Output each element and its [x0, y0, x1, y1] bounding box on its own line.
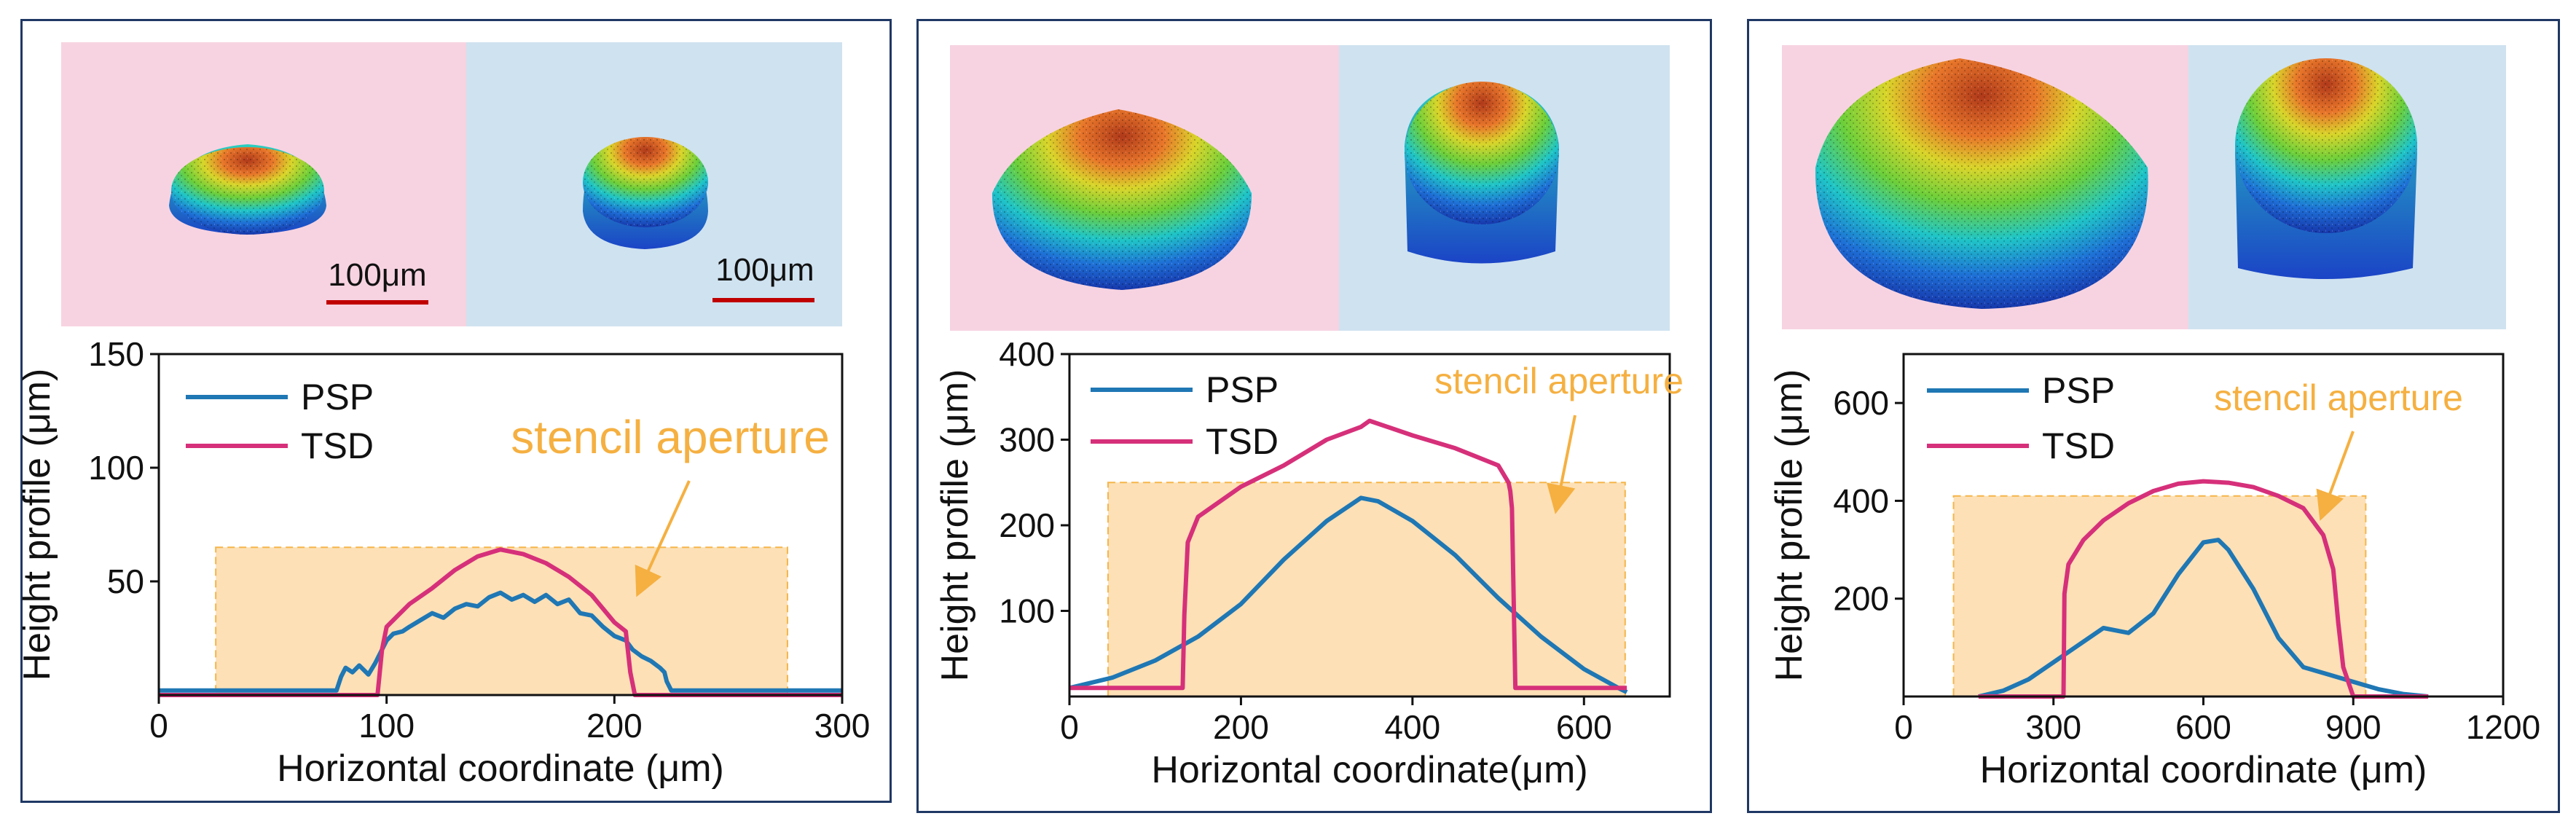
series-line-psp	[159, 590, 842, 693]
series-line-tsd	[1069, 418, 1627, 691]
y-tick-label: 200	[999, 506, 1055, 544]
series-line-tsd	[1978, 479, 2429, 699]
x-tick-label: 1200	[2466, 708, 2540, 746]
x-tick-label: 600	[2175, 708, 2231, 746]
stencil-aperture-region	[215, 546, 788, 696]
y-tick-label: 50	[107, 562, 144, 600]
x-tick-label: 300	[814, 707, 871, 745]
psp-3d-profile-image	[169, 144, 326, 235]
y-tick-label: 200	[1833, 580, 1889, 618]
x-tick-label: 200	[586, 707, 643, 745]
legend-label-psp: PSP	[301, 377, 374, 417]
scale-bar-tsd: 100μm	[712, 252, 814, 302]
panel-c-images	[1782, 45, 2506, 329]
scale-bar-psp: 100μm	[326, 257, 428, 305]
y-tick-label: 400	[1833, 482, 1889, 519]
annotation-stencil-aperture: stencil aperture	[2214, 377, 2463, 418]
x-tick-label: 100	[358, 707, 415, 745]
legend-label-tsd: TSD	[1206, 421, 1279, 462]
tsd-3d-profile-image	[2235, 58, 2417, 279]
series-line-tsd	[159, 547, 842, 697]
stencil-aperture-region	[1107, 482, 1626, 697]
x-axis-label: Horizontal coordinate (μm)	[277, 747, 724, 790]
x-tick-label: 900	[2325, 708, 2381, 746]
psp-3d-profile-image	[991, 109, 1252, 290]
annotation-stencil-aperture: stencil aperture	[1434, 361, 1684, 401]
y-tick-label: 100	[999, 592, 1055, 630]
x-axis-label: Horizontal coordinate (μm)	[1980, 749, 2427, 791]
annotation-stencil-aperture: stencil aperture	[511, 411, 830, 463]
scale-bar-label: 100μm	[715, 252, 814, 288]
legend-label-psp: PSP	[2042, 370, 2115, 411]
psp-3d-profile-image	[1815, 58, 2148, 309]
y-axis-label: Height profile (μm)	[1768, 369, 1810, 682]
legend-label-tsd: TSD	[301, 425, 374, 466]
annotation-arrow	[1547, 415, 1576, 514]
series-line-psp	[1069, 495, 1628, 694]
panel-a-images: 100μm 100μm	[61, 42, 842, 326]
x-tick-label: 400	[1384, 708, 1440, 746]
x-tick-label: 200	[1213, 708, 1269, 746]
tsd-3d-profile-image	[1405, 82, 1559, 264]
legend-label-tsd: TSD	[2042, 425, 2115, 466]
x-tick-label: 0	[1894, 708, 1913, 746]
legend-label-psp: PSP	[1206, 369, 1279, 410]
y-tick-label: 100	[88, 449, 144, 487]
y-tick-label: 150	[88, 335, 144, 373]
plot-frame	[157, 353, 844, 696]
x-tick-label: 0	[1060, 708, 1079, 746]
panel-b-images	[950, 45, 1670, 331]
x-tick-label: 300	[2025, 708, 2081, 746]
chart-a: 0 100 200 300 50 100 150 Horizontal coordinate …	[16, 335, 870, 790]
y-axis-label: Height profile (μm)	[934, 369, 976, 682]
y-tick-label: 600	[1833, 384, 1889, 422]
tsd-3d-profile-image	[583, 137, 708, 249]
y-tick-label: 400	[999, 335, 1055, 373]
y-axis-label: Height profile (μm)	[16, 369, 58, 681]
x-tick-label: 600	[1556, 708, 1612, 746]
annotation-arrow	[2316, 431, 2355, 522]
scale-bar-label: 100μm	[328, 257, 426, 293]
x-axis-label: Horizontal coordinate(μm)	[1151, 749, 1587, 791]
x-tick-label: 0	[149, 707, 168, 745]
y-tick-label: 300	[999, 421, 1055, 459]
annotation-arrow	[635, 480, 691, 597]
